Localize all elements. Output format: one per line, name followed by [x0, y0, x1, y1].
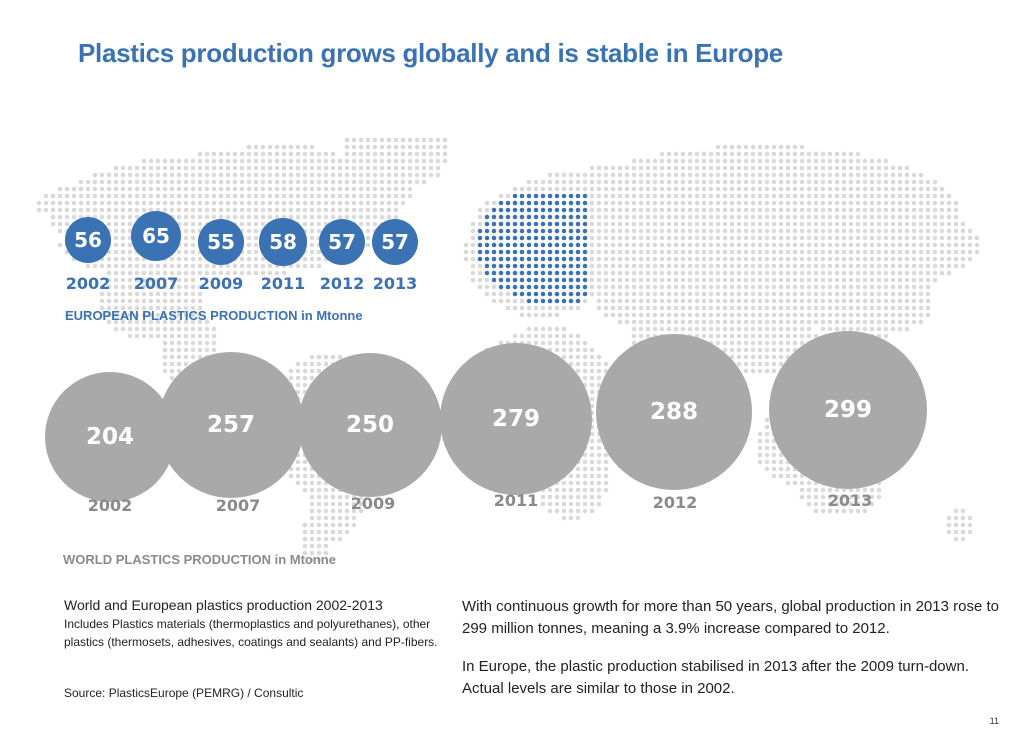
world-year-label: 2011 [493, 491, 539, 510]
eu-year-label: 2007 [133, 274, 179, 293]
world-year-label: 2007 [215, 496, 261, 515]
eu-year-label: 2011 [260, 274, 306, 293]
eu-year-label: 2002 [65, 274, 111, 293]
source-note: Source: PlasticsEurope (PEMRG) / Consult… [64, 686, 304, 700]
caption-detail: Includes Plastics materials (thermoplast… [64, 617, 438, 649]
world-bubble-2009: 250 [297, 352, 443, 498]
world-year-label: 2009 [350, 494, 396, 513]
eu-bubble-2009: 55 [198, 219, 244, 265]
body-paragraph-1: With continuous growth for more than 50 … [462, 598, 999, 637]
world-bubble-2012: 288 [596, 334, 752, 490]
body-paragraph-2: In Europe, the plastic production stabil… [462, 658, 969, 697]
eu-bubble-2007: 65 [131, 211, 181, 261]
world-chart-title: WORLD PLASTICS PRODUCTION in Mtonne [63, 552, 336, 567]
page-title: Plastics production grows globally and i… [78, 38, 783, 68]
eu-bubble-2013: 57 [371, 218, 419, 266]
eu-bubble-2012: 57 [318, 218, 366, 266]
eu-year-label: 2013 [372, 274, 418, 293]
world-bubble-2013: 299 [769, 331, 927, 489]
eu-bubble-2011: 58 [259, 218, 307, 266]
eu-year-label: 2009 [198, 274, 244, 293]
page-number: 11 [989, 716, 999, 726]
eu-bubble-2002: 56 [64, 216, 112, 264]
caption-lead: World and European plastics production 2… [64, 597, 383, 613]
eu-chart-title: EUROPEAN PLASTICS PRODUCTION in Mtonne [65, 308, 363, 323]
figure-caption: World and European plastics production 2… [64, 596, 444, 651]
eu-year-label: 2012 [319, 274, 365, 293]
world-year-label: 2012 [652, 493, 698, 512]
world-bubble-2002: 204 [44, 371, 176, 503]
world-bubble-2011: 279 [439, 342, 593, 496]
world-bubble-2007: 257 [157, 351, 305, 499]
world-year-label: 2002 [87, 496, 133, 515]
world-year-label: 2013 [827, 491, 873, 510]
